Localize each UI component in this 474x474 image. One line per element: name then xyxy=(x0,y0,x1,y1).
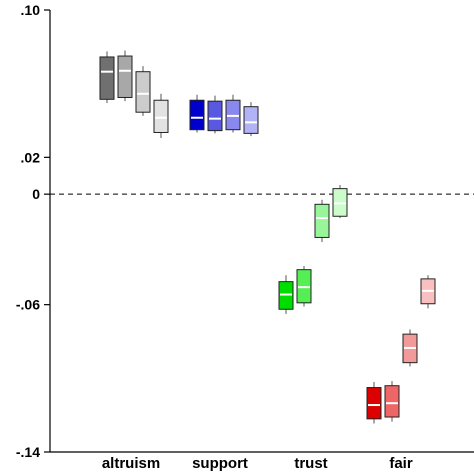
box-plot-item xyxy=(278,275,294,314)
box-plot-item xyxy=(402,329,418,367)
box-body xyxy=(99,56,115,100)
box-groups xyxy=(99,50,436,424)
box-body xyxy=(366,387,382,420)
y-tick-label: -.06 xyxy=(16,297,40,313)
box-group-support xyxy=(189,94,259,137)
category-label-trust: trust xyxy=(294,455,327,472)
y-axis-ticks: .10 .02 0 -.06 -.14 xyxy=(16,2,50,460)
box-body xyxy=(384,385,400,418)
box-body xyxy=(117,55,133,98)
y-tick-label: -.14 xyxy=(16,444,40,460)
box-group-altruism xyxy=(99,50,169,138)
category-labels: altruism support trust fair xyxy=(102,455,413,472)
box-plot-item xyxy=(366,382,382,424)
box-plot-item xyxy=(225,94,241,133)
box-plot-item xyxy=(117,50,133,102)
box-plot-item xyxy=(332,184,348,219)
y-tick-label: .10 xyxy=(21,2,41,18)
box-plot-item xyxy=(296,265,312,307)
box-plot-item xyxy=(189,94,205,133)
y-tick-label: 0 xyxy=(32,186,40,202)
box-body xyxy=(243,106,259,134)
box-plot-item xyxy=(384,381,400,422)
box-body xyxy=(153,99,169,133)
box-body xyxy=(135,71,151,113)
box-plot-item xyxy=(99,51,115,104)
box-body xyxy=(207,100,223,132)
y-tick-label: .02 xyxy=(21,149,41,165)
category-label-altruism: altruism xyxy=(102,455,160,472)
box-body xyxy=(189,99,205,131)
box-plot-item xyxy=(207,95,223,134)
box-plot-item xyxy=(243,102,259,137)
category-label-fair: fair xyxy=(389,455,413,472)
box-body xyxy=(314,203,330,238)
box-plot-item xyxy=(314,199,330,243)
box-group-fair xyxy=(366,275,436,424)
box-plot-item xyxy=(420,275,436,309)
category-label-support: support xyxy=(192,455,248,472)
box-plot-item xyxy=(135,66,151,116)
box-group-trust xyxy=(278,184,348,314)
box-plot-item xyxy=(153,93,169,138)
